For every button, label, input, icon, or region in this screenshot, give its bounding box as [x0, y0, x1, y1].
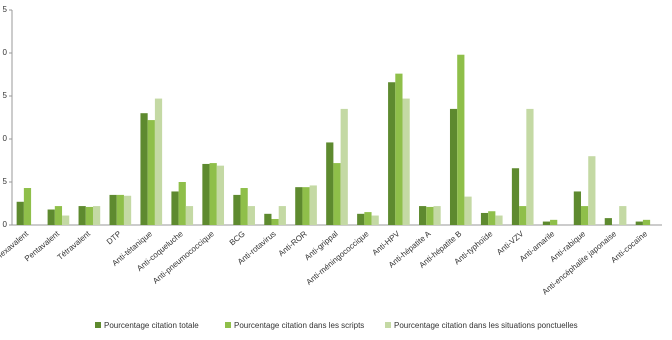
legend-swatch [225, 322, 231, 328]
bar [302, 187, 310, 225]
bar [550, 219, 558, 225]
x-tick-label: DTP [105, 229, 123, 246]
legend-swatch [95, 322, 101, 328]
bar [295, 187, 303, 225]
bar [154, 98, 163, 225]
bar [364, 212, 372, 225]
bar [426, 206, 434, 225]
bar [464, 196, 472, 225]
bar [54, 206, 63, 225]
y-tick-label: 5 [3, 5, 8, 14]
bar [16, 201, 24, 225]
bar [573, 191, 582, 225]
bar [519, 206, 527, 225]
bar [457, 54, 465, 225]
bar [309, 185, 317, 225]
bar [202, 163, 210, 225]
bar [488, 211, 496, 225]
bar [216, 165, 225, 225]
bar [92, 206, 101, 225]
bar [395, 73, 403, 225]
y-tick-label: 0 [3, 220, 8, 229]
bar [62, 215, 70, 225]
bar [78, 206, 86, 225]
bar [247, 206, 255, 225]
bar [480, 212, 489, 225]
bar [278, 206, 286, 225]
bar [123, 195, 132, 225]
x-tick-label: Pentavalent [23, 229, 62, 264]
bar [340, 108, 348, 225]
bar [178, 182, 186, 225]
y-tick-label: 5 [3, 177, 8, 186]
legend-label: Pourcentage citation dans les situations… [394, 321, 578, 330]
bar [619, 206, 627, 225]
bar [433, 206, 441, 225]
legend-label: Pourcentage citation totale [104, 321, 199, 330]
y-tick-label: 0 [3, 48, 8, 57]
bar [588, 156, 596, 225]
y-tick-label: 5 [3, 91, 8, 100]
bar [419, 206, 427, 225]
bar [635, 221, 643, 225]
bar [240, 188, 248, 225]
bar [604, 218, 612, 225]
bar [116, 194, 124, 225]
bar [185, 206, 194, 225]
bar [140, 113, 148, 225]
bar [171, 191, 179, 225]
bar [511, 168, 520, 225]
bar [371, 215, 379, 225]
x-tick-label: BCG [228, 229, 247, 247]
legend-swatch [385, 322, 391, 328]
bar [23, 188, 32, 225]
bar [264, 213, 272, 225]
bar [109, 194, 117, 225]
bar [85, 206, 93, 225]
bar [209, 163, 217, 225]
y-tick-label: 0 [3, 134, 8, 143]
bar [526, 108, 534, 225]
bar [333, 163, 341, 225]
bar [495, 215, 503, 225]
bar [581, 206, 589, 225]
bar [147, 120, 155, 225]
bar [449, 108, 458, 225]
bar [402, 98, 410, 225]
x-tick-label: Anti-pneumococcique [151, 229, 216, 286]
bar [326, 142, 334, 225]
bar [642, 219, 651, 225]
bar [271, 218, 279, 225]
bar [233, 194, 241, 225]
x-tick-label: Tétravalent [56, 229, 93, 262]
legend-label: Pourcentage citation dans les scripts [234, 321, 364, 330]
x-tick-label: Anti-VZV [495, 229, 526, 257]
bar [542, 221, 551, 225]
bar [388, 82, 396, 226]
bar [47, 209, 55, 225]
bar [357, 213, 365, 225]
